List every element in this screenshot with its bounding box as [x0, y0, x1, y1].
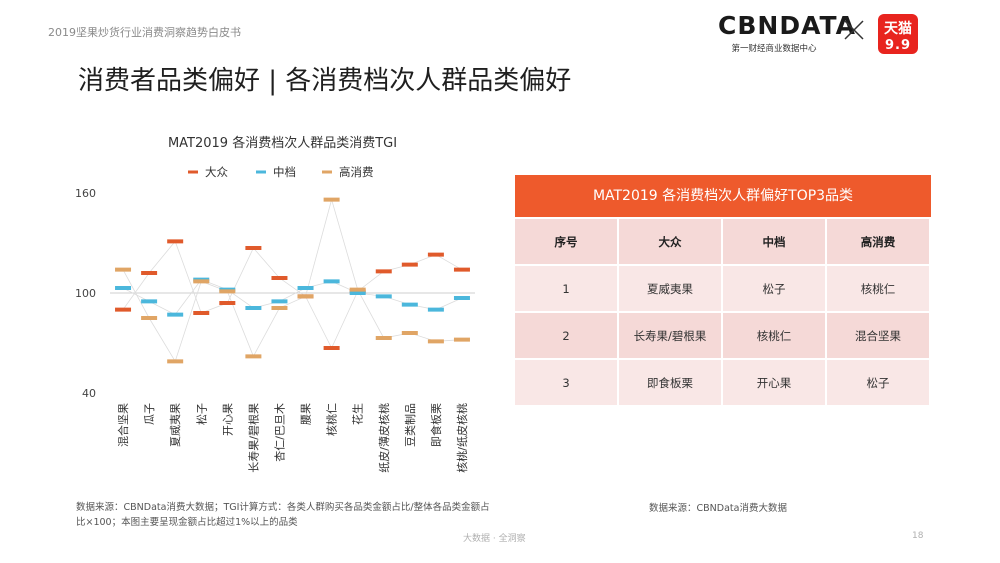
tmall-logo: 天猫 9.9 — [878, 14, 918, 54]
table-cell: 即食板栗 — [617, 359, 724, 407]
table-cell: 夏威夷果 — [617, 265, 724, 313]
tmall-logo-number: 9.9 — [884, 38, 912, 53]
brand-tagline: 第一财经商业数据中心 — [731, 44, 817, 54]
x-tick-label: 豆类制品 — [403, 403, 417, 447]
table-cell: 长寿果/碧根果 — [617, 312, 724, 360]
y-tick-label: 40 — [82, 387, 96, 400]
header-cell: 高消费 — [826, 219, 931, 266]
x-tick-label: 腰果 — [300, 403, 313, 425]
x-tick-label: 核桃仁 — [325, 403, 339, 436]
table-header-row: 序号 大众 中档 高消费 — [515, 219, 931, 266]
brand-name: CBNDATA — [718, 11, 856, 40]
table-cell: 2 — [515, 312, 619, 360]
close-x-icon — [844, 20, 864, 40]
x-tick-label: 核桃/纸皮核桃 — [455, 403, 469, 473]
table-cell: 1 — [515, 265, 619, 313]
y-tick-label: 100 — [75, 287, 96, 300]
table-row: 1 夏威夷果 松子 核桃仁 — [515, 265, 931, 313]
x-tick-label: 松子 — [194, 403, 208, 425]
table-cell: 松子 — [722, 265, 827, 313]
table-cell: 核桃仁 — [826, 265, 931, 313]
x-tick-label: 花生 — [351, 403, 365, 425]
x-tick-label: 夏威夷果 — [169, 403, 182, 447]
header-cell: 中档 — [722, 219, 827, 266]
x-tick-label: 即食板栗 — [429, 403, 443, 447]
top3-table: 序号 大众 中档 高消费 1 夏威夷果 松子 核桃仁 2 长寿果/碧根果 核桃仁… — [515, 219, 931, 407]
page-title: 消费者品类偏好 | 各消费档次人群品类偏好 — [78, 66, 572, 96]
x-tick-label: 瓜子 — [143, 403, 156, 425]
tmall-logo-text: 天猫 — [884, 21, 912, 37]
header-cell: 序号 — [515, 219, 619, 266]
legend-label: 中档 — [273, 165, 296, 179]
table-cell: 3 — [515, 359, 619, 407]
page-number: 18 — [912, 531, 924, 541]
legend-label: 高消费 — [339, 165, 374, 179]
header-cell: 大众 — [617, 219, 724, 266]
table-cell: 松子 — [826, 359, 931, 407]
x-tick-label: 开心果 — [221, 403, 234, 436]
table-title: MAT2019 各消费档次人群偏好TOP3品类 — [515, 175, 931, 217]
cbndata-logo: CBNDATA 第一财经商业数据中心 — [718, 11, 856, 55]
y-tick-label: 160 — [75, 187, 96, 200]
chart-source-note: 数据来源：CBNData消费大数据；TGI计算方式：各类人群购买各品类金额占比/… — [76, 502, 490, 528]
x-tick-label: 杏仁/巴旦木 — [273, 403, 286, 462]
chart-title: MAT2019 各消费档次人群品类消费TGI — [168, 135, 397, 151]
tgi-line-chart: MAT2019 各消费档次人群品类消费TGI 大众 中档 高消费 40 100 160 混合坚… — [75, 135, 475, 473]
table-row: 2 长寿果/碧根果 核桃仁 混合坚果 — [515, 312, 931, 360]
table-row: 3 即食板栗 开心果 松子 — [515, 359, 931, 407]
report-title: 2019坚果炒货行业消费洞察趋势白皮书 — [48, 26, 241, 39]
series-line-2 — [122, 198, 462, 363]
table-cell: 混合坚果 — [826, 312, 931, 360]
x-tick-label: 纸皮/薄皮核桃 — [377, 403, 391, 473]
legend-label: 大众 — [205, 165, 228, 179]
table-cell: 开心果 — [722, 359, 827, 407]
footer-text: 大数据 · 全洞察 — [463, 534, 526, 544]
table-source-note: 数据来源：CBNData消费大数据 — [649, 503, 787, 514]
series-line-1 — [122, 279, 463, 316]
table-cell: 核桃仁 — [722, 312, 827, 360]
x-tick-label: 长寿果/碧根果 — [246, 403, 260, 473]
x-tick-label: 混合坚果 — [116, 403, 130, 447]
